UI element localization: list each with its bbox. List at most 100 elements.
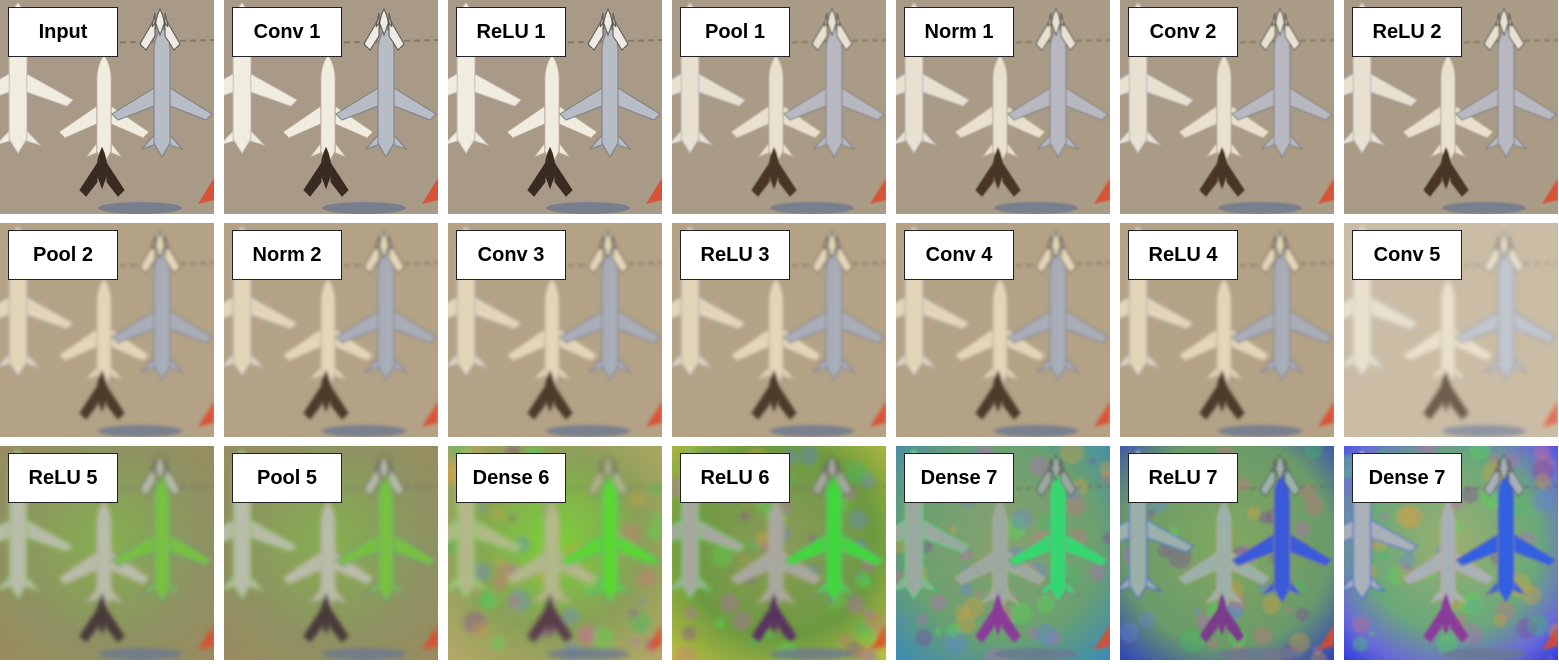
red-object xyxy=(422,178,438,204)
airplane-dark xyxy=(975,369,1021,420)
vehicle xyxy=(770,202,854,214)
airplane-dark xyxy=(1199,369,1245,420)
red-object xyxy=(422,401,438,427)
layer-label: ReLU 6 xyxy=(680,453,790,503)
airplane-top xyxy=(587,7,629,51)
airplane-dark xyxy=(975,146,1021,197)
layer-label: Dense 6 xyxy=(456,453,566,503)
airplane-dark xyxy=(1423,592,1469,643)
airplane-center xyxy=(1178,500,1270,613)
vehicle xyxy=(546,425,630,437)
airplane-top xyxy=(363,7,405,51)
vehicle xyxy=(98,648,182,660)
airplane-center xyxy=(282,54,374,167)
vehicle xyxy=(994,202,1078,214)
airplane-top xyxy=(811,7,853,51)
layer-label: ReLU 5 xyxy=(8,453,118,503)
layer-label: ReLU 2 xyxy=(1352,7,1462,57)
airplane-top xyxy=(1483,453,1525,497)
airplane-dark xyxy=(79,592,125,643)
layer-tile: Conv 1 xyxy=(224,0,438,214)
layer-label: ReLU 4 xyxy=(1128,230,1238,280)
layer-label: ReLU 7 xyxy=(1128,453,1238,503)
layer-tile: ReLU 2 xyxy=(1344,0,1558,214)
vehicle xyxy=(546,648,630,660)
airport-scene xyxy=(448,446,662,660)
layer-label: Pool 5 xyxy=(232,453,342,503)
airplane-center xyxy=(282,277,374,390)
layer-label: Input xyxy=(8,7,118,57)
airplane-top xyxy=(1483,7,1525,51)
layer-label: Norm 1 xyxy=(904,7,1014,57)
vehicle xyxy=(98,202,182,214)
layer-label: Dense 7 xyxy=(1352,453,1462,503)
airplane-top xyxy=(587,230,629,274)
airplane-dark xyxy=(303,369,349,420)
airplane-center xyxy=(506,277,598,390)
layer-label: Conv 1 xyxy=(232,7,342,57)
airplane-center xyxy=(1402,500,1494,613)
red-object xyxy=(1542,401,1558,427)
layer-tile: ReLU 4 xyxy=(1120,223,1334,437)
airplane-dark xyxy=(527,146,573,197)
red-object xyxy=(1318,624,1334,650)
red-object xyxy=(198,178,214,204)
vehicle xyxy=(1442,648,1526,660)
airplane-top xyxy=(363,230,405,274)
layer-tile: Norm 1 xyxy=(896,0,1110,214)
vehicle xyxy=(98,425,182,437)
layer-tile: Conv 4 xyxy=(896,223,1110,437)
red-object xyxy=(1094,178,1110,204)
vehicle xyxy=(1442,425,1526,437)
layer-tile: ReLU 6 xyxy=(672,446,886,660)
airplane-grey xyxy=(1231,472,1333,605)
airplane-grey xyxy=(1007,249,1109,382)
airplane-center xyxy=(58,277,150,390)
vehicle xyxy=(1218,425,1302,437)
layer-label: ReLU 3 xyxy=(680,230,790,280)
red-object xyxy=(1094,624,1110,650)
airplane-center xyxy=(730,277,822,390)
layer-label: Pool 2 xyxy=(8,230,118,280)
airplane-top xyxy=(1035,7,1077,51)
red-object xyxy=(1094,401,1110,427)
airplane-top xyxy=(1035,230,1077,274)
airplane-grey xyxy=(783,472,885,605)
layer-tile: ReLU 3 xyxy=(672,223,886,437)
red-object xyxy=(870,401,886,427)
layer-label: Norm 2 xyxy=(232,230,342,280)
layer-tile: Pool 2 xyxy=(0,223,214,437)
vehicle xyxy=(322,425,406,437)
layer-label: Conv 4 xyxy=(904,230,1014,280)
airplane-dark xyxy=(1199,592,1245,643)
airplane-grey xyxy=(111,26,213,159)
airplane-grey xyxy=(1455,249,1557,382)
airplane-dark xyxy=(1199,146,1245,197)
airplane-grey xyxy=(1007,26,1109,159)
layer-tile: ReLU 1 xyxy=(448,0,662,214)
airplane-top xyxy=(1259,230,1301,274)
airplane-dark xyxy=(79,369,125,420)
layer-tile: Dense 7 xyxy=(1344,446,1558,660)
airplane-top xyxy=(811,230,853,274)
vehicle xyxy=(1218,202,1302,214)
red-object xyxy=(870,178,886,204)
red-object xyxy=(198,624,214,650)
airplane-dark xyxy=(527,592,573,643)
airplane-grey xyxy=(111,249,213,382)
vehicle xyxy=(1442,202,1526,214)
layer-tile: Conv 3 xyxy=(448,223,662,437)
layer-label: Pool 1 xyxy=(680,7,790,57)
airplane-center xyxy=(1178,54,1270,167)
layer-tile: Dense 6 xyxy=(448,446,662,660)
layer-label: Conv 2 xyxy=(1128,7,1238,57)
layer-label: Conv 5 xyxy=(1352,230,1462,280)
airplane-grey xyxy=(559,472,661,605)
airplane-grey xyxy=(559,26,661,159)
red-object xyxy=(646,178,662,204)
layer-tile: ReLU 7 xyxy=(1120,446,1334,660)
airplane-grey xyxy=(335,249,437,382)
airplane-grey xyxy=(1455,26,1557,159)
airplane-dark xyxy=(751,592,797,643)
